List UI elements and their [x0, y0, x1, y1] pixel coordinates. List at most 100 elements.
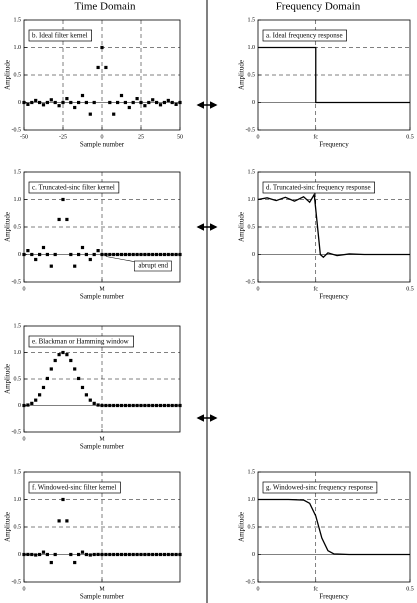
- sample-point: [100, 403, 104, 408]
- panel-title: d. Truncated-sinc frequency response: [266, 184, 371, 192]
- sample-point: [143, 104, 147, 108]
- y-tick-label: 1.0: [248, 197, 256, 203]
- sample-point: [77, 376, 81, 381]
- sample-point: [131, 252, 135, 257]
- response-line: [258, 46, 410, 104]
- sample-point: [73, 367, 77, 371]
- panel-title: a. Ideal frequency response: [266, 32, 343, 40]
- sample-point: [151, 252, 155, 257]
- sample-point: [127, 252, 131, 257]
- sample-point: [92, 252, 96, 257]
- sample-point: [41, 550, 46, 554]
- title-box: [28, 335, 134, 348]
- sample-point: [80, 245, 85, 250]
- sample-point: [112, 403, 116, 408]
- sample-point: [155, 403, 159, 408]
- response-line: [258, 498, 410, 556]
- sample-point: [53, 552, 57, 557]
- y-tick-label: -0.5: [246, 127, 256, 133]
- sample-point: [69, 552, 73, 557]
- sample-point: [119, 403, 124, 408]
- sample-point: [65, 353, 69, 357]
- sample-point: [131, 100, 135, 105]
- sample-point: [100, 552, 104, 557]
- y-tick-label: 0.5: [14, 224, 22, 230]
- x-axis-title: Frequency: [319, 293, 349, 301]
- sample-point: [108, 552, 112, 557]
- sample-point: [49, 367, 53, 371]
- annotation-leader: [105, 256, 137, 263]
- x-axis-title: Sample number: [80, 141, 125, 149]
- sample-point: [65, 96, 69, 101]
- sample-point: [123, 252, 127, 257]
- panel-title: c. Truncated-sinc filter kernel: [32, 184, 115, 192]
- sample-point: [80, 385, 85, 390]
- sample-point: [69, 100, 73, 105]
- y-tick-label: 1.5: [248, 469, 256, 475]
- sample-point: [61, 197, 65, 202]
- y-tick-label: 1.5: [14, 323, 22, 329]
- sample-point: [61, 497, 65, 502]
- sample-point: [174, 102, 178, 106]
- title-box: [28, 181, 120, 194]
- sample-point: [158, 252, 163, 257]
- y-tick-label: -0.5: [12, 579, 22, 585]
- sample-point: [57, 217, 61, 222]
- sample-point: [22, 552, 26, 557]
- sample-point: [131, 552, 135, 557]
- sample-point: [38, 552, 42, 557]
- sample-point: [84, 100, 88, 105]
- y-tick-label: -0.5: [12, 429, 22, 435]
- sample-point: [53, 252, 57, 257]
- sample-point: [104, 252, 108, 257]
- sample-point: [30, 552, 34, 557]
- sample-point: [34, 98, 38, 103]
- y-tick-label: 1.0: [14, 350, 22, 356]
- sample-point: [170, 403, 174, 408]
- sample-point: [26, 248, 30, 253]
- y-axis-title: Amplitude: [4, 212, 12, 242]
- x-axis-title: Sample number: [80, 593, 125, 601]
- y-tick-label: 1.0: [248, 45, 256, 51]
- x-tick-label: 0: [257, 286, 260, 292]
- y-tick-label: -0.5: [246, 279, 256, 285]
- x-tick-label: 25: [138, 134, 144, 140]
- annotation-box: [134, 260, 172, 272]
- sample-point: [116, 552, 120, 557]
- y-tick-label: -0.5: [246, 579, 256, 585]
- sample-point: [174, 552, 178, 557]
- x-tick-label: 0: [257, 586, 260, 592]
- y-tick-label: 0.5: [248, 224, 256, 230]
- y-tick-label: 0: [252, 252, 255, 258]
- sample-point: [158, 103, 163, 107]
- sample-point: [92, 401, 96, 405]
- y-tick-label: 0: [252, 100, 255, 106]
- sample-point: [104, 65, 108, 70]
- sample-point: [84, 393, 88, 397]
- y-tick-label: 0: [18, 252, 21, 258]
- sample-point: [166, 252, 170, 257]
- panel-title: g. Windowed-sinc frequency response: [266, 484, 373, 492]
- sample-point: [30, 252, 34, 257]
- sample-point: [127, 403, 131, 408]
- y-tick-label: -0.5: [12, 127, 22, 133]
- x-tick-label: -25: [59, 134, 67, 140]
- sample-point: [80, 93, 85, 98]
- sample-point: [61, 100, 65, 105]
- sample-point: [139, 100, 143, 105]
- sample-point: [80, 550, 85, 554]
- sample-point: [108, 403, 112, 408]
- sample-point: [166, 98, 170, 103]
- sample-point: [77, 100, 81, 105]
- sample-point: [88, 398, 92, 402]
- sample-point: [30, 401, 34, 405]
- sample-point: [108, 100, 112, 105]
- y-axis-title: Amplitude: [238, 60, 246, 90]
- sample-point: [49, 560, 53, 565]
- sample-point: [45, 252, 49, 257]
- sample-point: [69, 252, 73, 257]
- sample-point: [143, 403, 147, 408]
- sample-point: [162, 252, 166, 257]
- sample-point: [57, 519, 61, 523]
- sample-point: [100, 45, 104, 50]
